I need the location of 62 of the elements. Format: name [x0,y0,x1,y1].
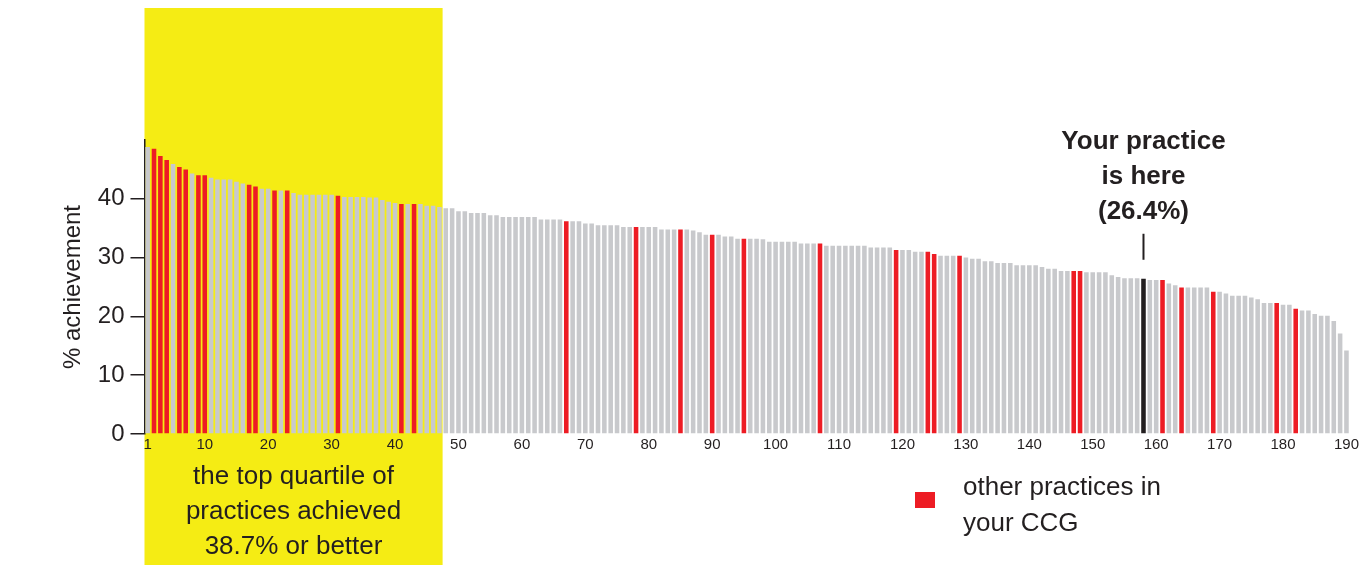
bar [494,215,499,434]
x-tick-label: 110 [827,435,851,453]
band-label: the top quartile of practices achieved 38.7% or better [185,460,402,561]
bar [678,229,683,434]
x-tick-label: 140 [1016,435,1042,453]
bar [735,238,740,434]
x-tick-label: 100 [763,435,789,453]
bar [253,186,258,434]
annotation: Your practice is here (26.4%) [1061,124,1226,225]
bar [234,181,239,434]
x-tick-label: 10 [196,435,214,453]
bar [1287,304,1292,434]
bar [1160,279,1165,434]
bar [570,221,575,434]
bar [716,234,721,434]
bar [399,204,404,434]
x-tick-label: 160 [1143,435,1169,453]
bar [957,255,962,434]
bar [145,147,150,434]
x-tick-label: 70 [576,435,594,453]
bar [1179,287,1184,434]
y-axis-title: % achievement [58,204,86,370]
bar [291,192,296,434]
x-tick-label: 30 [323,435,340,453]
y-tick-label: 10 [97,359,125,387]
x-tick-label: 90 [703,435,721,453]
x-tick-label: 130 [953,435,979,453]
bar [938,255,943,434]
bar [1210,291,1216,434]
bar [697,232,702,434]
x-tick-label: 170 [1207,435,1233,453]
y-tick-label: 40 [97,183,125,211]
x-tick-label: 150 [1080,435,1106,453]
bar [1268,302,1273,434]
y-tick-label: 0 [111,418,125,446]
bar [272,190,277,434]
bar [1071,271,1076,434]
bar [900,249,905,434]
bar [1344,350,1349,434]
bar [1293,308,1298,434]
bar [919,251,924,434]
bar [1274,302,1279,434]
legend-label: other practices in your CCG [963,471,1161,538]
x-tick-label: 180 [1270,435,1296,453]
x-tick-label: 80 [640,435,658,453]
x-tick-label: 20 [259,435,277,453]
bar [475,212,480,434]
bar [1141,278,1146,434]
y-tick-label: 30 [97,242,125,270]
bar [405,204,411,434]
x-tick-label: 40 [386,435,404,453]
x-tick-label: 190 [1333,435,1359,453]
bar [513,217,518,434]
bar [456,211,461,434]
bar [1217,291,1222,434]
y-tick-label: 20 [97,301,125,329]
x-tick-label: 60 [513,435,531,453]
bar [1065,271,1070,434]
x-tick-label: 50 [450,435,467,453]
bar [564,221,569,434]
bar [1122,278,1127,434]
x-tick-label: 120 [889,435,915,453]
